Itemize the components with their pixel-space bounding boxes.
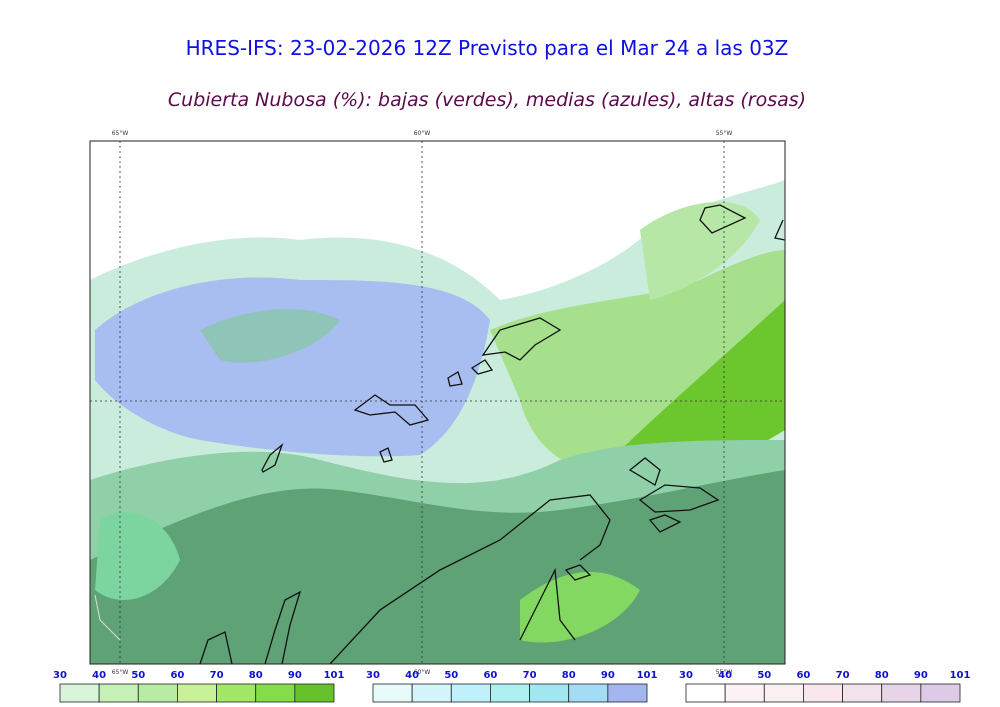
- colorbar-swatch: [411, 683, 452, 703]
- colorbar-label: 70: [523, 670, 537, 681]
- colorbar-label: 70: [836, 670, 850, 681]
- longitude-label: 55°W: [716, 130, 733, 137]
- colorbar-swatch: [529, 683, 570, 703]
- colorbar-swatch: [255, 683, 296, 703]
- colorbar-swatch: [763, 683, 804, 703]
- colorbar-label: 40: [718, 670, 732, 681]
- colorbar-label: 101: [637, 670, 658, 681]
- colorbar-label: 60: [483, 670, 497, 681]
- colorbar-label: 101: [950, 670, 971, 681]
- colorbar-label: 30: [53, 670, 67, 681]
- colorbar-swatch: [216, 683, 257, 703]
- low-cloud: [490, 250, 785, 470]
- colorbar-swatch: [568, 683, 609, 703]
- colorbar-label: 40: [405, 670, 419, 681]
- longitude-label: 65°W: [112, 669, 129, 676]
- colorbar-label: 90: [288, 670, 302, 681]
- colorbar-label: 40: [92, 670, 106, 681]
- mid-cloud-core: [200, 309, 340, 363]
- colorbar-swatch: [372, 683, 413, 703]
- low-cloud: [640, 201, 760, 300]
- colorbar-swatch: [450, 683, 491, 703]
- colorbar-swatch: [842, 683, 883, 703]
- coastlines: [199, 204, 785, 664]
- mid-cloud: [95, 277, 490, 457]
- colorbar-swatch: [137, 683, 178, 703]
- colorbar-label: 90: [914, 670, 928, 681]
- colorbar-swatch: [607, 683, 648, 703]
- subtitle: Cubierta Nubosa (%): bajas (verdes), med…: [168, 89, 806, 111]
- longitude-label: 65°W: [112, 130, 129, 137]
- colorbar-label: 80: [875, 670, 889, 681]
- map-frame: [89, 140, 786, 665]
- colorbar-label: 30: [679, 670, 693, 681]
- colorbar-label: 70: [210, 670, 224, 681]
- colorbar-swatch: [685, 683, 726, 703]
- colorbar-swatch: [881, 683, 922, 703]
- colorbar-swatch: [294, 683, 335, 703]
- colorbar-label: 30: [366, 670, 380, 681]
- colorbar-label: 101: [324, 670, 345, 681]
- colorbar-label: 90: [601, 670, 615, 681]
- colorbar-swatch: [98, 683, 139, 703]
- low-cloud: [95, 512, 180, 600]
- colorbar-swatch: [490, 683, 530, 703]
- longitude-label: 60°W: [414, 669, 431, 676]
- map: [90, 141, 785, 664]
- colorbar-swatch: [803, 683, 843, 703]
- colorbar-label: 50: [757, 670, 771, 681]
- colorbar-label: 60: [170, 670, 184, 681]
- colorbar-label: 80: [562, 670, 576, 681]
- colorbar-swatch: [920, 683, 961, 703]
- colorbar-label: 50: [444, 670, 458, 681]
- colorbar-label: 50: [131, 670, 145, 681]
- title: HRES-IFS: 23-02-2026 12Z Previsto para e…: [186, 36, 789, 60]
- low-cloud: [520, 571, 640, 643]
- graticule: [90, 141, 785, 664]
- colorbar-label: 80: [249, 670, 263, 681]
- colorbar-swatch: [724, 683, 765, 703]
- colorbar-swatch: [177, 683, 217, 703]
- colorbar-swatch: [59, 683, 100, 703]
- longitude-label: 60°W: [414, 130, 431, 137]
- longitude-label: 55°W: [716, 669, 733, 676]
- longitude-labels: 65°W 60°W 55°W 65°W 60°W 55°W: [112, 130, 733, 676]
- colorbar-label: 60: [796, 670, 810, 681]
- contour: [94, 594, 121, 641]
- colorbars: 30 40 50 60 70 80 90 101 30 40 50 60 70 80 90 101 30 40 50…: [53, 670, 971, 703]
